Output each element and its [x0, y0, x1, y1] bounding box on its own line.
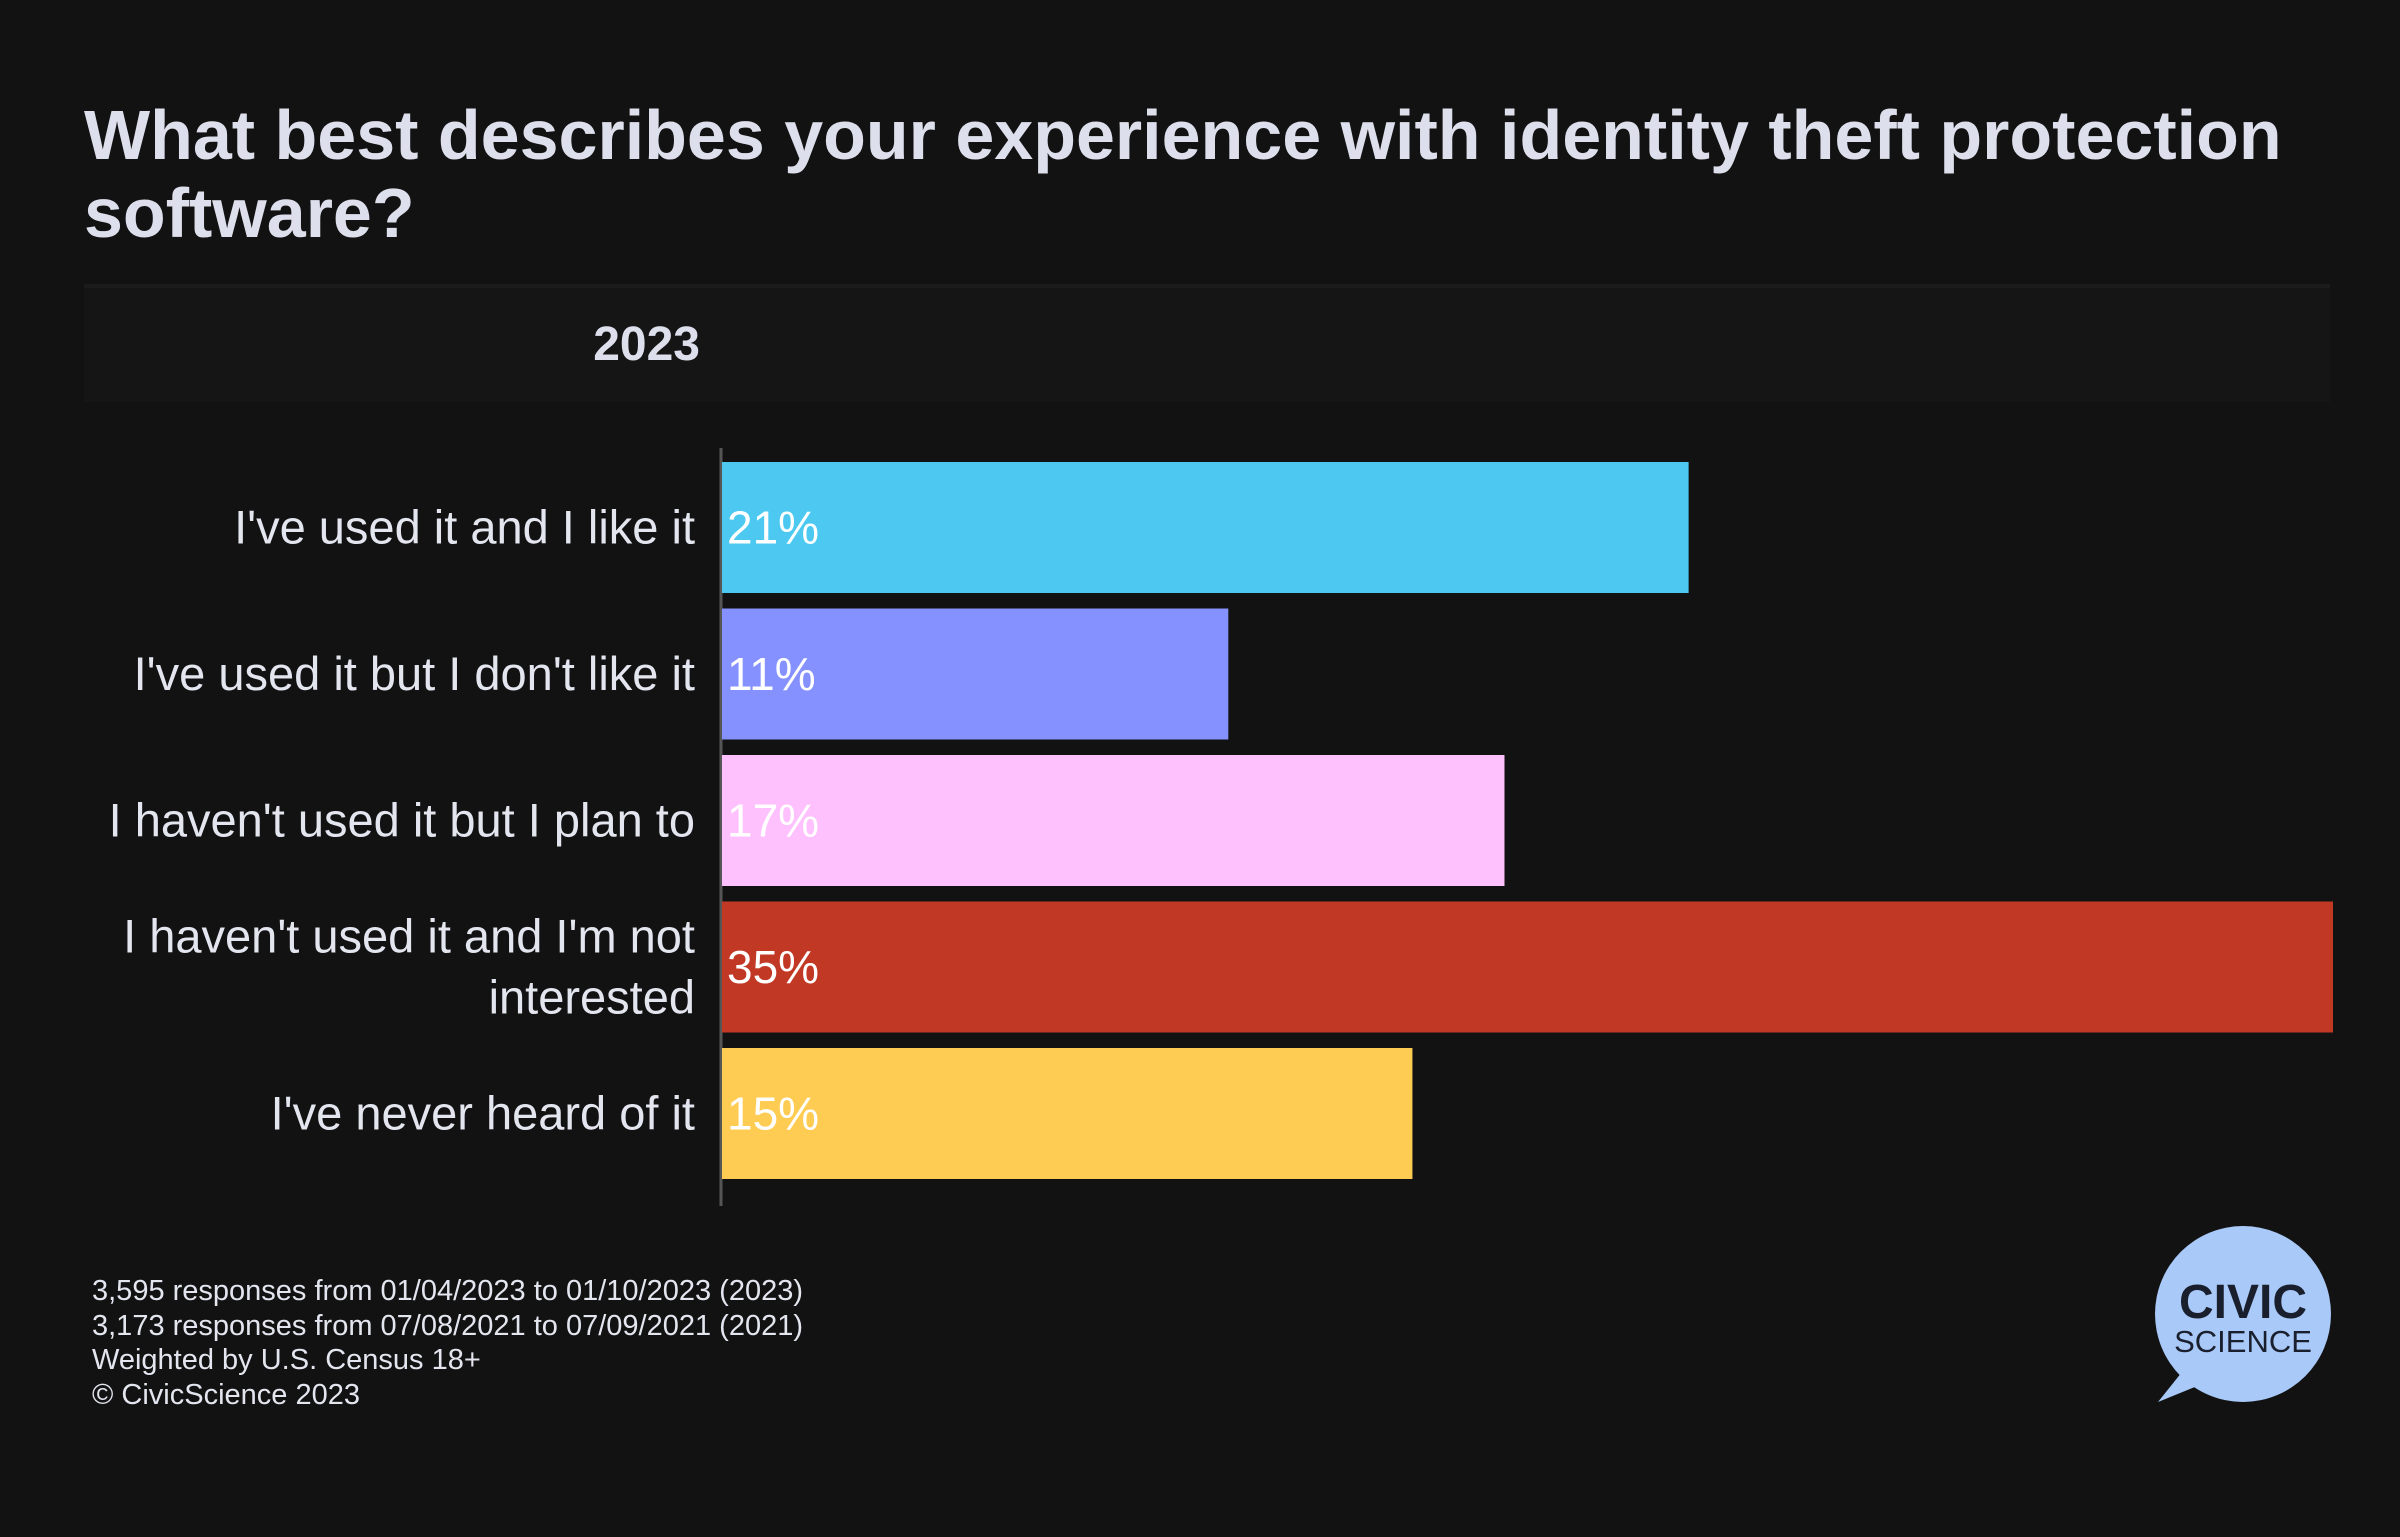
bar-value-label: 15% [727, 1088, 819, 1140]
chart-title: What best describes your experience with… [84, 96, 2282, 252]
category-label: I've used it and I like it [234, 501, 695, 554]
logo-circle [2155, 1226, 2331, 1402]
category-label-line: I've never heard of it [271, 1087, 695, 1140]
footer-line: 3,173 responses from 07/08/2021 to 07/09… [92, 1309, 804, 1342]
bar[interactable] [722, 901, 2333, 1033]
civicscience-logo[interactable]: CIVIC SCIENCE [2150, 1224, 2340, 1404]
footer-line: © CivicScience 2023 [92, 1378, 360, 1411]
category-label: I haven't used it but I plan to [109, 794, 695, 847]
bar[interactable] [722, 1048, 1413, 1179]
bar-value-label: 35% [727, 941, 819, 993]
bar-value-label: 17% [727, 795, 819, 847]
bar-value-label: 21% [727, 502, 819, 554]
bar-value-label: 11% [727, 648, 816, 700]
bar[interactable] [722, 755, 1505, 886]
category-label-line: interested [489, 971, 695, 1024]
year-tab-label[interactable]: 2023 [593, 318, 700, 371]
footer-line: Weighted by U.S. Census 18+ [92, 1344, 481, 1376]
logo-text-science: SCIENCE [2174, 1324, 2312, 1359]
year-tab-row: 2023 [84, 284, 2330, 402]
category-label: I've used it but I don't like it [134, 647, 695, 700]
category-label-line: I've used it and I like it [234, 501, 695, 554]
footer-line: 3,595 responses from 01/04/2023 to 01/10… [92, 1275, 804, 1307]
category-label-line: I haven't used it but I plan to [109, 794, 695, 847]
logo-text-civic: CIVIC [2179, 1276, 2307, 1329]
category-label-line: I haven't used it and I'm not [123, 910, 695, 963]
category-label: I haven't used it and I'm not interested [123, 910, 695, 1024]
category-label: I've never heard of it [271, 1087, 695, 1140]
category-label-line: I've used it but I don't like it [134, 647, 695, 700]
bar[interactable] [722, 608, 1229, 740]
chart-footer: 3,595 responses from 01/04/2023 to 01/10… [92, 1274, 803, 1412]
bar[interactable] [722, 462, 1689, 593]
